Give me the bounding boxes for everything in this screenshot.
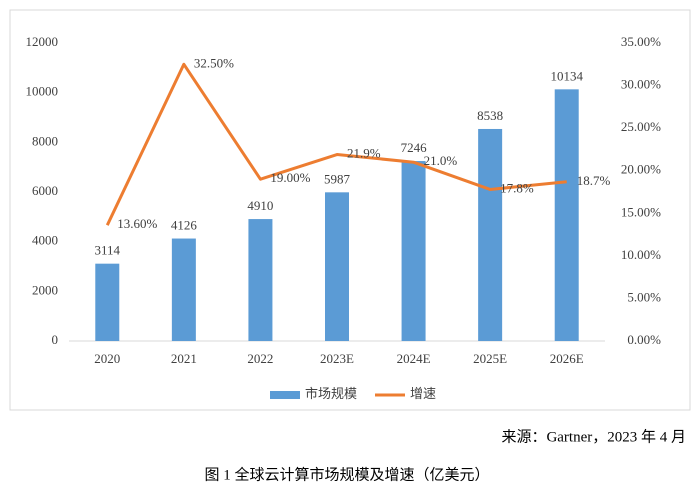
y-tick-label: 0 xyxy=(52,332,59,347)
y-tick-label: 2000 xyxy=(32,282,58,297)
line-value-label: 13.60% xyxy=(117,216,157,231)
line-value-label: 32.50% xyxy=(194,55,234,70)
bar xyxy=(401,161,426,341)
line-value-label: 18.7% xyxy=(577,173,611,188)
y-tick-label: 10000 xyxy=(26,84,59,99)
line-value-label: 17.8% xyxy=(500,180,534,195)
x-tick-label: 2022 xyxy=(247,351,273,366)
line-value-label: 21.9% xyxy=(347,146,381,161)
legend-label: 增速 xyxy=(410,386,436,401)
line-value-label: 19.00% xyxy=(270,170,310,185)
x-tick-label: 2023E xyxy=(320,351,354,366)
y2-tick-label: 0.00% xyxy=(627,332,661,347)
bar xyxy=(554,89,579,342)
bar xyxy=(95,263,120,341)
bar-value-label: 4910 xyxy=(247,198,273,213)
bar-value-label: 7246 xyxy=(401,140,428,155)
y2-tick-label: 25.00% xyxy=(621,119,661,134)
bar-value-label: 4126 xyxy=(171,218,198,233)
legend-swatch xyxy=(270,391,300,399)
bar-value-label: 10134 xyxy=(550,68,583,83)
bar-value-label: 5987 xyxy=(324,171,351,186)
y2-tick-label: 10.00% xyxy=(621,247,661,262)
x-tick-label: 2025E xyxy=(473,351,507,366)
x-tick-label: 2024E xyxy=(397,351,431,366)
y2-tick-label: 15.00% xyxy=(621,204,661,219)
caption: 图 1 全球云计算市场规模及增速（亿美元） xyxy=(204,465,489,483)
chart-frame xyxy=(9,9,691,411)
bar-value-label: 3114 xyxy=(95,243,121,258)
source: 来源：Gartner，2023 年 4 月 xyxy=(501,428,686,445)
x-tick-label: 2020 xyxy=(94,351,120,366)
y-tick-label: 4000 xyxy=(32,233,58,248)
legend-label: 市场规模 xyxy=(305,386,357,401)
y-tick-label: 8000 xyxy=(32,133,58,148)
y2-tick-label: 5.00% xyxy=(627,289,661,304)
bar-value-label: 8538 xyxy=(477,108,503,123)
x-tick-label: 2026E xyxy=(550,351,584,366)
y-tick-label: 6000 xyxy=(32,183,58,198)
y2-tick-label: 30.00% xyxy=(621,77,661,92)
y2-tick-label: 35.00% xyxy=(621,34,661,49)
bar xyxy=(248,219,273,341)
bar xyxy=(171,238,196,341)
line xyxy=(105,62,567,226)
line-value-label: 21.0% xyxy=(424,153,458,168)
bar xyxy=(478,128,503,341)
y2-tick-label: 20.00% xyxy=(621,162,661,177)
y-tick-label: 12000 xyxy=(26,34,59,49)
bar xyxy=(325,192,349,341)
x-tick-label: 2021 xyxy=(171,351,197,366)
